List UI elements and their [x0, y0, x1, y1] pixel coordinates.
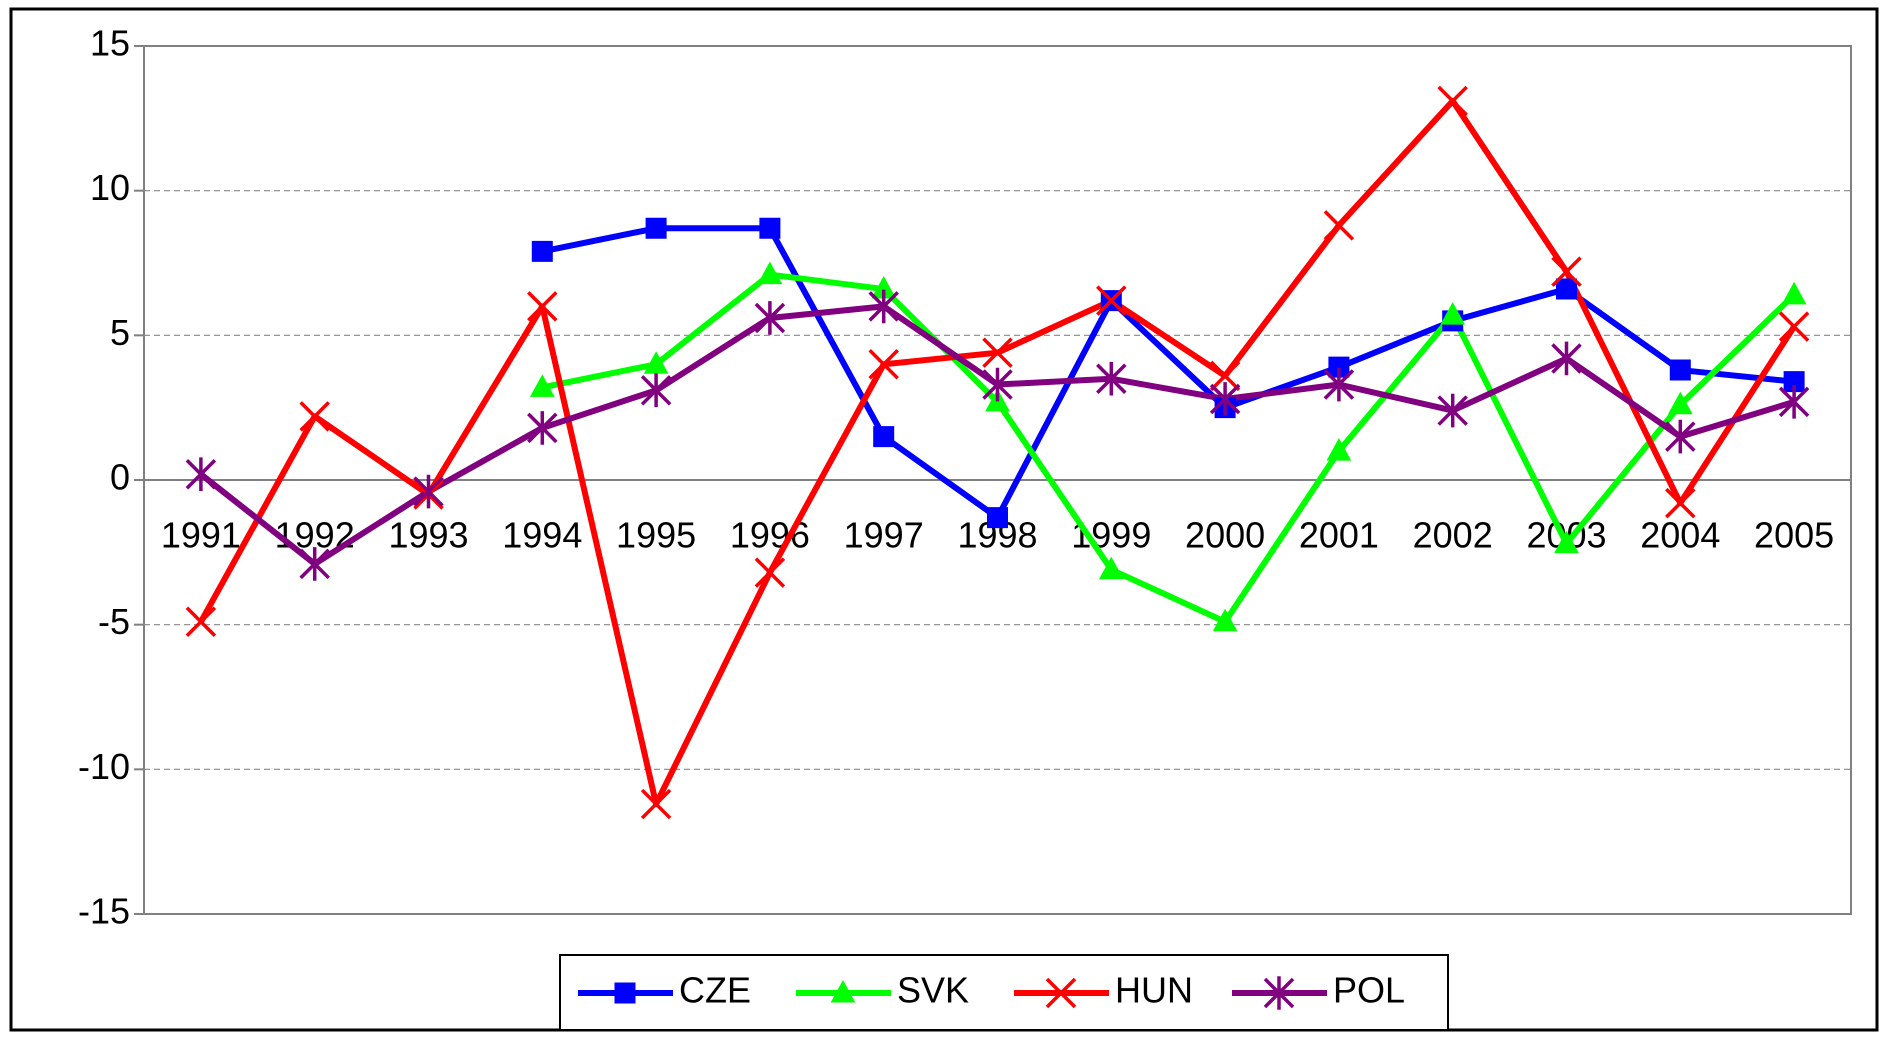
data-point: [1554, 530, 1579, 554]
legend-label: CZE: [679, 970, 751, 1011]
data-point: [754, 301, 786, 335]
data-point: [1778, 385, 1810, 419]
data-point: [1665, 419, 1696, 454]
data-point: [413, 474, 444, 509]
data-point: [1437, 393, 1468, 428]
data-point: [1209, 382, 1241, 416]
data-point: [527, 291, 558, 322]
data-point: [982, 367, 1013, 402]
data-point: [1212, 608, 1238, 632]
data-point: [643, 351, 669, 374]
data-point: [759, 217, 781, 239]
legend-marker: [830, 979, 856, 1003]
data-point: [640, 788, 672, 820]
y-tick-label: 10: [90, 167, 130, 208]
data-point: [527, 411, 558, 445]
legend-label: POL: [1333, 970, 1405, 1011]
data-point: [757, 261, 783, 285]
y-tick-label: 15: [90, 23, 130, 64]
data-point: [1323, 367, 1355, 402]
data-point: [299, 547, 330, 581]
data-point: [754, 557, 786, 588]
series-line: [541, 271, 1797, 625]
data-point: [1551, 341, 1582, 376]
data-point: [1096, 361, 1127, 396]
data-point: [1323, 210, 1355, 241]
data-point: [1209, 360, 1241, 392]
data-point: [1098, 556, 1124, 580]
data-point: [1326, 438, 1352, 461]
y-tick-label: -10: [78, 746, 130, 787]
legend-marker: [614, 982, 636, 1004]
legend-label: HUN: [1115, 970, 1193, 1011]
data-point: [868, 349, 899, 380]
y-tick-label: 5: [110, 312, 130, 353]
x-tick-label: 2002: [1413, 515, 1493, 556]
x-tick-label: 2005: [1754, 515, 1834, 556]
legend-marker: [1263, 976, 1295, 1010]
data-point: [1778, 311, 1810, 342]
data-point: [645, 217, 667, 239]
data-point: [1781, 281, 1807, 305]
x-tick-label: 2004: [1640, 515, 1720, 556]
data-point: [1551, 256, 1582, 287]
y-tick-label: -15: [78, 891, 130, 932]
data-point: [185, 457, 217, 492]
legend-label: SVK: [897, 970, 969, 1011]
x-tick-label: 1991: [161, 515, 241, 556]
x-tick-label: 1993: [388, 515, 468, 556]
data-point: [1437, 85, 1468, 117]
data-point: [640, 373, 672, 408]
data-point: [873, 426, 895, 448]
x-tick-label: 2000: [1185, 515, 1265, 556]
data-point: [1556, 278, 1577, 300]
data-point: [531, 240, 553, 262]
data-point: [987, 507, 1008, 529]
series-line: [541, 225, 1795, 521]
data-point: [868, 289, 899, 324]
data-point: [1328, 356, 1350, 378]
data-point: [1665, 487, 1696, 519]
x-tick-label: 1997: [844, 515, 924, 556]
x-tick-label: 1995: [616, 515, 696, 556]
x-tick-label: 1994: [502, 515, 582, 556]
y-tick-label: -5: [98, 601, 130, 642]
legend-marker: [1045, 977, 1077, 1009]
data-point: [185, 606, 217, 638]
x-tick-label: 2001: [1299, 515, 1379, 556]
data-point: [1440, 302, 1466, 325]
y-tick-label: 0: [110, 457, 130, 498]
data-point: [529, 374, 555, 397]
data-point: [982, 337, 1013, 368]
data-point: [1667, 391, 1693, 415]
data-point: [1669, 359, 1691, 381]
data-point: [299, 401, 330, 432]
data-point: [1096, 285, 1127, 316]
x-tick-label: 1999: [1071, 515, 1151, 556]
